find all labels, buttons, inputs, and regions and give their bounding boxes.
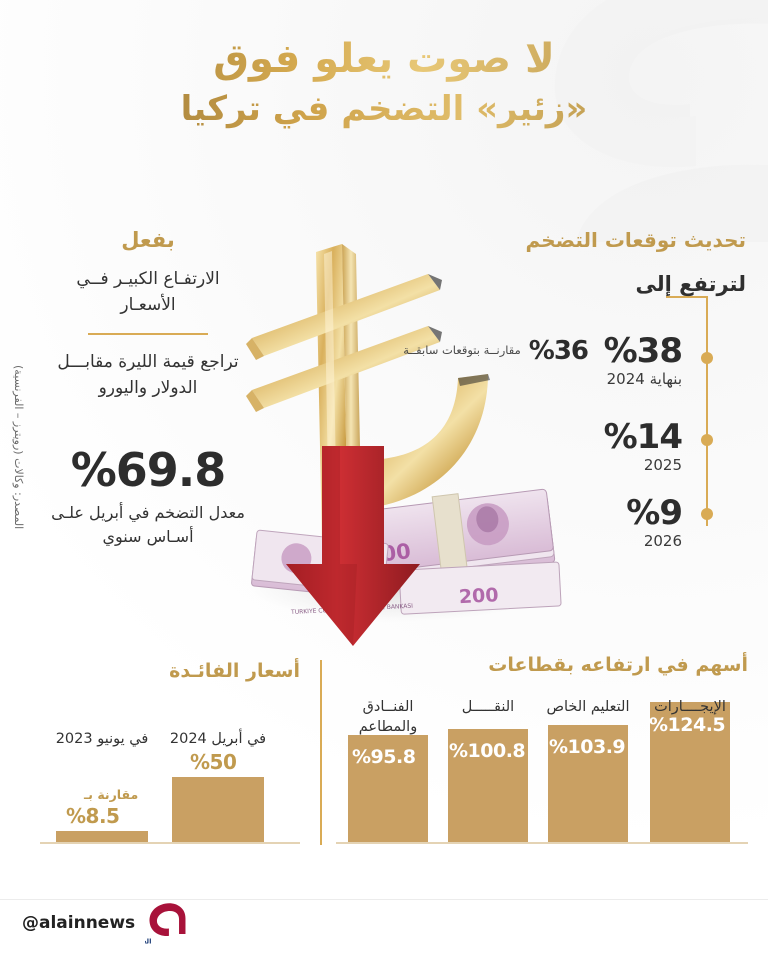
- forecast-subtitle: لترتفع إلى: [635, 272, 746, 296]
- previous-forecast-label: مقارنــة بتوقعات سابقــة: [403, 343, 521, 358]
- bar-label-transport: %100.8: [449, 740, 526, 762]
- headline-stat-value: %69.8: [70, 443, 227, 498]
- forecast-item-2026: %9 2026: [626, 493, 683, 550]
- xlabel-private-education: التعليم الخاص: [546, 699, 630, 715]
- previous-forecast-comparison: %36 مقارنــة بتوقعات سابقــة: [403, 336, 589, 366]
- title-line-1: لا صوت يعلو فوق: [0, 36, 768, 83]
- bar-label-rents: %124.5: [649, 714, 726, 736]
- forecast-year-2025: 2025: [643, 456, 682, 474]
- bar-label-hotels-restaurants: %95.8: [352, 746, 416, 768]
- alain-logo-icon[interactable]: العين: [134, 900, 191, 946]
- forecast-item-2025: %14 2025: [603, 417, 683, 474]
- timeline-dot-2026: [701, 508, 713, 520]
- watermark-logo-icon: [528, 0, 768, 248]
- bar-private-education: [548, 725, 628, 842]
- page-title: لا صوت يعلو فوق «زئير» التضخم في تركيا: [0, 36, 768, 130]
- forecast-year-2026: 2026: [643, 532, 682, 550]
- bar-label-april-2024: %50: [190, 750, 237, 774]
- source-note: المصدر: وكالات (رويترز – الفرنسية): [12, 365, 25, 530]
- bar-transport: [448, 729, 528, 842]
- bar-label-private-education: %103.9: [549, 736, 626, 758]
- interest-rates-axis: [40, 842, 300, 844]
- svg-text:العين: العين: [145, 938, 151, 946]
- sectors-axis: [336, 842, 748, 844]
- bar-june-2023: [56, 831, 148, 842]
- causes-panel: بفعل الارتفـاع الكبيـر فــي الأسعـار ترا…: [48, 228, 248, 549]
- timeline-axis: [706, 296, 708, 526]
- title-line-2: «زئير» التضخم في تركيا: [0, 89, 768, 130]
- sectors-plot: %95.8 الفنــادق والمطاعم %100.8 النقــــ…: [336, 692, 748, 844]
- previous-forecast-value: %36: [528, 336, 589, 366]
- interest-rates-plot: %50 %8.5 مقارنة بـ في يونيو 2023 في أبري…: [40, 724, 300, 844]
- forecast-title: تحديث توقعات التضخم: [525, 228, 746, 252]
- timeline-connector: [666, 296, 708, 298]
- headline-stat: %69.8 معدل التضخم في أبريل علـى أسـاس سن…: [48, 447, 248, 549]
- sectors-chart: أسهم في ارتفاعه بقطاعات %95.8 الفنــادق …: [336, 654, 748, 844]
- social-handle[interactable]: @alainnews: [22, 913, 136, 933]
- forecast-value-2025: %14: [603, 417, 683, 457]
- headline-stat-caption: معدل التضخم في أبريل علـى أسـاس سنوي: [51, 503, 245, 547]
- interest-rates-chart: أسعار الفائـدة %50 %8.5 مقارنة بـ في يون…: [40, 660, 300, 844]
- causes-divider: [88, 332, 208, 335]
- timeline-dot-2025: [701, 434, 713, 446]
- xlabel-april-2024: في أبريل 2024: [169, 731, 267, 747]
- timeline-dot-2024: [701, 352, 713, 364]
- xlabel-rents: الإيجــــارات: [654, 699, 726, 715]
- cause-item-1: الارتفـاع الكبيـر فــي الأسعـار: [76, 269, 220, 316]
- bar-april-2024: [172, 777, 264, 842]
- xlabel-transport: النقـــــل: [461, 699, 515, 715]
- sectors-chart-title: أسهم في ارتفاعه بقطاعات: [488, 654, 748, 676]
- bar-hotels-restaurants: [348, 735, 428, 842]
- footer: العين @alainnews: [22, 900, 191, 946]
- forecast-year-2024: بنهاية 2024: [606, 370, 682, 388]
- charts-divider: [320, 660, 322, 845]
- bar-rents: [650, 702, 730, 842]
- forecast-item-2024: %38 بنهاية 2024: [603, 331, 683, 388]
- interest-comparison-label: مقارنة بـ: [84, 787, 139, 802]
- cause-item-2: تراجع قيمة الليرة مقابـــل الدولار واليو…: [57, 351, 239, 399]
- forecast-value-2026: %9: [626, 493, 683, 533]
- footer-band: [0, 899, 768, 960]
- svg-text:200: 200: [458, 584, 499, 608]
- hero-illustration: 200 TURKIYE CUMHURIYET MERKEZ 200 TURKIY…: [232, 214, 562, 664]
- xlabel-june-2023: في يونيو 2023: [55, 731, 149, 747]
- forecast-panel: تحديث توقعات التضخم لترتفع إلى: [496, 228, 746, 296]
- xlabel-hotels-restaurants: الفنــادق والمطاعم: [358, 699, 418, 735]
- interest-rates-chart-title: أسعار الفائـدة: [169, 660, 300, 682]
- bar-label-june-2023: %8.5: [66, 804, 120, 828]
- forecast-value-2024: %38: [603, 331, 683, 371]
- causes-heading: بفعل: [121, 228, 175, 252]
